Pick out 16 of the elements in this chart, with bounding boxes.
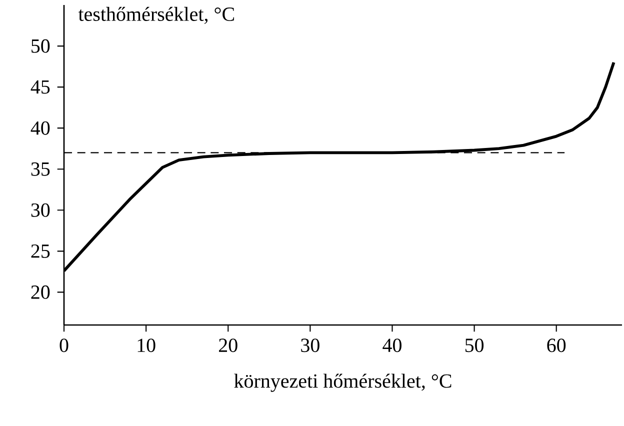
y-tick-label: 45 (30, 80, 50, 94)
y-tick-label: 35 (31, 162, 50, 176)
x-tick-label: 30 (301, 338, 320, 352)
y-tick-label: 20 (31, 285, 50, 299)
y-axis-title: testhőmérséklet, °C (78, 6, 234, 24)
x-tick-label: 40 (382, 338, 402, 352)
x-tick-label: 60 (547, 338, 566, 352)
y-tick-label: 40 (30, 121, 50, 135)
x-tick-label: 0 (60, 338, 68, 352)
x-tick-label: 20 (219, 338, 238, 352)
x-axis-title: környezeti hőmérséklet, °C (234, 374, 452, 392)
y-tick-label: 30 (31, 203, 50, 217)
x-tick-label: 10 (138, 338, 156, 352)
x-tick-label: 50 (465, 338, 484, 352)
y-tick-label: 50 (32, 39, 50, 53)
y-tick-label: 25 (31, 244, 50, 258)
